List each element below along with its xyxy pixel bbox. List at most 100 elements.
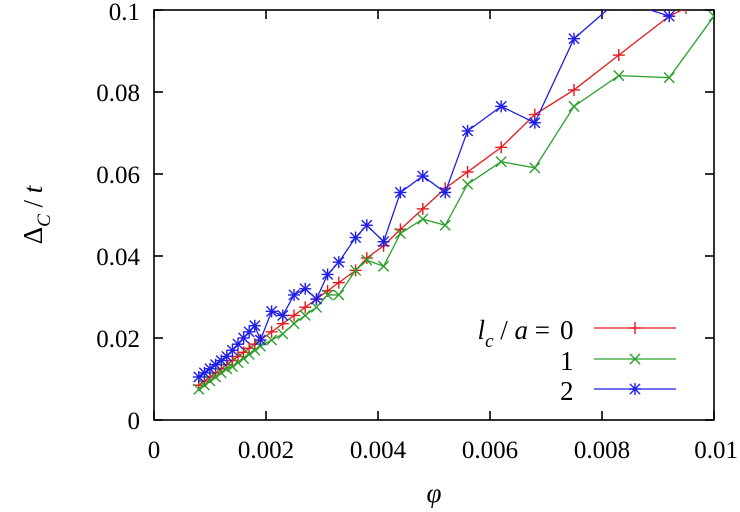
data-point — [254, 334, 267, 347]
data-point — [495, 141, 508, 154]
data-point — [226, 361, 238, 373]
legend-sample-2 — [594, 383, 676, 395]
data-point — [350, 264, 362, 276]
y-tick-label: 0.04 — [96, 244, 140, 271]
data-point — [685, 10, 687, 14]
x-tick-label: 0 — [148, 437, 161, 464]
y-axis-title: ΔC / t — [18, 184, 55, 244]
legend-marker — [629, 383, 641, 395]
data-point — [215, 367, 227, 379]
data-point — [416, 170, 429, 183]
data-point — [613, 70, 625, 82]
data-point — [462, 178, 474, 190]
data-point — [361, 254, 373, 266]
legend-marker — [629, 353, 641, 365]
data-point — [495, 100, 508, 113]
data-point — [237, 332, 250, 344]
data-point — [461, 124, 474, 137]
data-point — [299, 282, 312, 295]
x-tick-label: 0.006 — [462, 437, 518, 464]
legend-label-2: 2 — [560, 376, 574, 406]
data-point — [708, 10, 714, 22]
legend: lc / a = 0 1 2 — [478, 315, 676, 406]
y-tick-label: 0.06 — [96, 162, 140, 189]
y-tick-labels: 0 0.02 0.04 0.06 0.08 0.1 — [96, 0, 140, 435]
data-point — [333, 289, 345, 301]
data-point — [243, 348, 255, 360]
data-point — [299, 309, 311, 322]
data-point — [277, 328, 289, 340]
series-line-1 — [198, 15, 714, 390]
data-point — [568, 32, 580, 45]
data-point — [332, 256, 345, 269]
data-point — [394, 186, 407, 199]
y-tick-label: 0.02 — [96, 326, 140, 353]
x-tick-label: 0.004 — [350, 437, 407, 464]
data-point — [528, 116, 541, 129]
data-point — [310, 293, 323, 306]
svg-text:ΔC / t: ΔC / t — [18, 184, 55, 244]
data-point — [288, 318, 300, 330]
legend-title: lc / a = — [478, 315, 550, 352]
legend-sample-1 — [594, 353, 676, 365]
data-point — [417, 213, 429, 225]
data-point — [495, 156, 507, 168]
data-point — [265, 305, 278, 318]
legend-sample-0 — [594, 322, 676, 334]
series-1 — [193, 10, 714, 395]
y-tick-label: 0.08 — [96, 80, 140, 107]
series-layer — [192, 0, 714, 395]
legend-marker — [629, 322, 641, 334]
x-tick-labels: 0 0.002 0.004 0.006 0.008 0.01 — [148, 437, 738, 464]
legend-label-0: 0 — [560, 315, 574, 345]
x-tick-label: 0.008 — [574, 437, 630, 464]
data-point — [439, 186, 452, 199]
data-point — [248, 319, 261, 332]
data-point — [193, 383, 205, 395]
data-point — [360, 219, 373, 232]
data-point — [321, 268, 334, 281]
data-point — [439, 219, 451, 231]
data-point — [310, 301, 322, 313]
y-tick-label: 0.1 — [109, 0, 140, 26]
plot-frame — [153, 9, 715, 421]
series-2 — [192, 0, 676, 383]
x-tick-label: 0.01 — [694, 437, 738, 464]
data-point — [288, 309, 300, 322]
data-point — [198, 379, 210, 391]
axis-ticks — [153, 9, 715, 421]
x-tick-label: 0.002 — [238, 437, 294, 464]
data-point — [568, 100, 580, 112]
data-point — [249, 344, 261, 356]
data-point — [276, 309, 289, 322]
data-point — [232, 357, 244, 369]
data-point — [568, 83, 580, 96]
data-point — [360, 252, 373, 265]
y-tick-label: 0 — [128, 408, 141, 435]
data-point — [394, 227, 406, 240]
data-point — [461, 165, 474, 178]
data-point — [288, 288, 300, 301]
data-point — [349, 231, 362, 244]
series-0 — [192, 10, 687, 392]
data-point — [210, 371, 222, 383]
data-point — [322, 289, 334, 301]
series-line-2 — [198, 10, 670, 378]
data-point — [265, 325, 278, 338]
data-point — [332, 276, 345, 289]
data-point — [613, 0, 625, 6]
data-point — [612, 49, 625, 62]
x-axis-title: φ — [427, 478, 442, 508]
data-point — [663, 72, 675, 84]
data-point — [529, 162, 541, 174]
data-point — [266, 334, 278, 346]
data-point — [378, 260, 390, 272]
data-point — [238, 352, 250, 365]
data-point — [204, 362, 216, 375]
data-point — [416, 202, 429, 215]
data-point — [299, 301, 312, 314]
legend-label-1: 1 — [560, 346, 574, 376]
data-point — [663, 10, 676, 23]
data-point — [377, 235, 390, 248]
